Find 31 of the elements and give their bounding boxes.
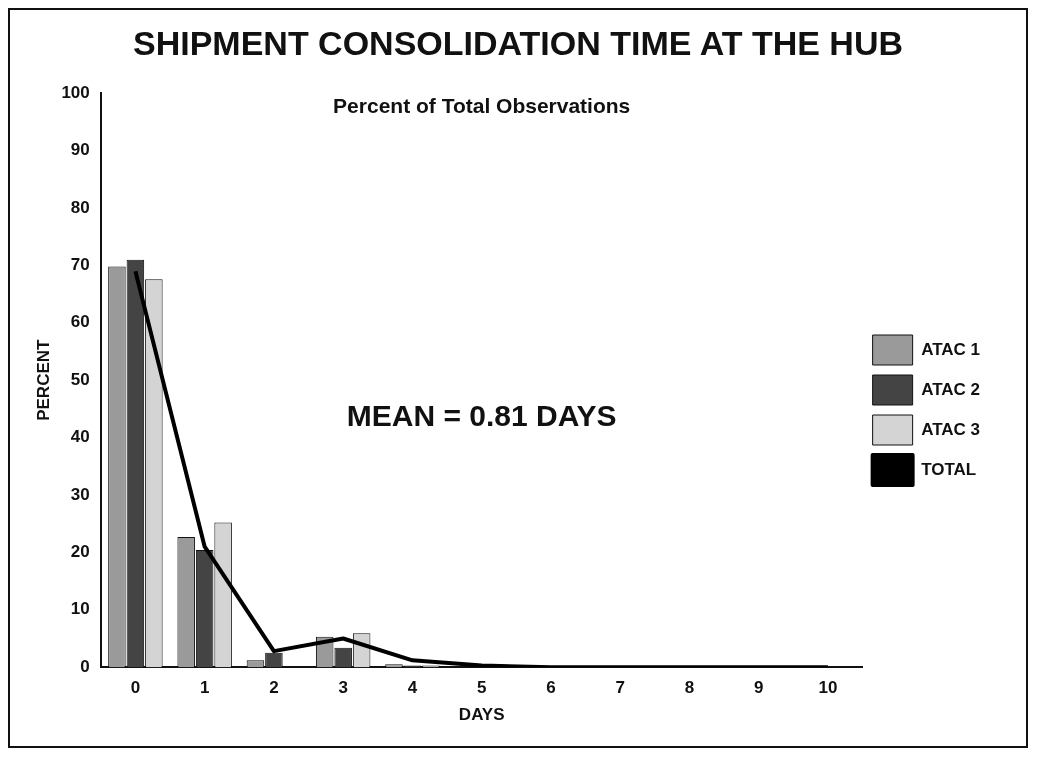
chart-title: SHIPMENT CONSOLIDATION TIME AT THE HUB (132, 24, 904, 63)
y-tick-label: 20 (70, 542, 90, 562)
x-tick-label: 5 (476, 678, 487, 698)
legend-label: ATAC 2 (921, 379, 981, 399)
y-tick-label: 100 (61, 82, 90, 102)
x-tick-label: 6 (546, 678, 556, 698)
x-tick-label: 8 (684, 678, 695, 698)
y-tick-label: 70 (70, 255, 90, 275)
x-tick-label: 2 (269, 678, 279, 698)
y-tick-label: 80 (70, 197, 90, 217)
y-tick-label: 10 (70, 599, 90, 619)
y-tick-label: 0 (80, 656, 90, 676)
legend-label: ATAC 3 (921, 419, 981, 439)
chart-subtitle: Percent of Total Observations (333, 94, 631, 118)
y-tick-label: 50 (70, 369, 90, 389)
x-axis-title: DAYS (458, 705, 505, 725)
legend-label: ATAC 1 (921, 339, 981, 359)
x-tick-label: 4 (407, 678, 418, 698)
y-axis-title: PERCENT (33, 338, 53, 421)
x-tick-label: 1 (199, 678, 210, 698)
legend-label: TOTAL (921, 459, 977, 479)
x-tick-label: 9 (754, 678, 764, 698)
y-tick-label: 40 (70, 427, 90, 447)
x-tick-label: 0 (130, 678, 141, 698)
y-tick-label: 60 (70, 312, 90, 332)
y-tick-label: 90 (70, 140, 90, 160)
x-tick-label: 10 (818, 678, 838, 698)
annotation: MEAN = 0.81 DAYS (346, 399, 617, 433)
y-tick-label: 30 (70, 484, 90, 504)
x-tick-label: 7 (615, 678, 625, 698)
x-tick-label: 3 (338, 678, 348, 698)
